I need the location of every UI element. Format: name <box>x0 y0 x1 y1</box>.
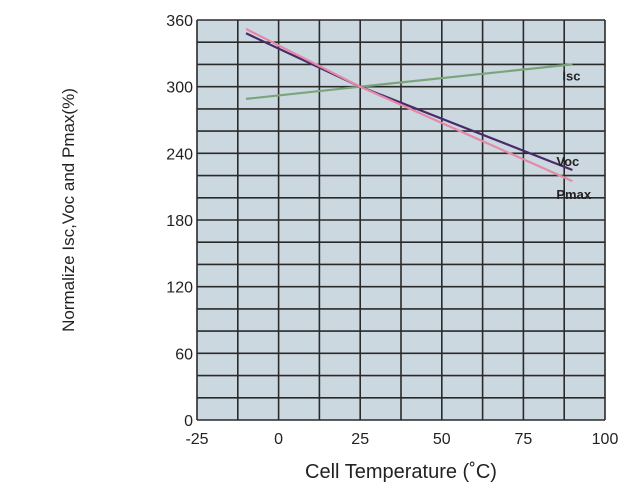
y-tick-label: 0 <box>184 413 193 430</box>
y-tick-label: 360 <box>166 13 193 30</box>
series-label-pmax: Pmax <box>556 187 591 202</box>
x-tick-label: 0 <box>274 431 283 448</box>
y-tick-label: 300 <box>166 80 193 97</box>
x-tick-label: 50 <box>433 431 451 448</box>
x-axis-label: Cell Temperature (˚C) <box>305 461 497 483</box>
series-label-isc: Isc <box>562 68 580 83</box>
y-tick-label: 60 <box>175 346 193 363</box>
x-tick-label: 25 <box>351 431 369 448</box>
series-line-pmax <box>245 27 573 183</box>
grid-lines <box>196 19 606 421</box>
x-tick-label: 75 <box>515 431 533 448</box>
x-tick-label: -25 <box>185 431 208 448</box>
series-labels: Isc Voc Pmax <box>556 68 591 202</box>
x-axis-ticks: -25 0 25 50 75 100 <box>185 431 618 448</box>
y-tick-label: 240 <box>166 146 193 163</box>
y-tick-label: 120 <box>166 280 193 297</box>
x-tick-label: 100 <box>592 431 619 448</box>
series-label-voc: Voc <box>556 154 579 169</box>
y-axis-label: Normalize Isc,Voc and Pmax(%) <box>59 88 78 332</box>
series-lines <box>245 27 573 183</box>
y-tick-label: 180 <box>166 213 193 230</box>
y-axis-ticks: 0 60 120 180 240 300 360 <box>166 13 193 430</box>
